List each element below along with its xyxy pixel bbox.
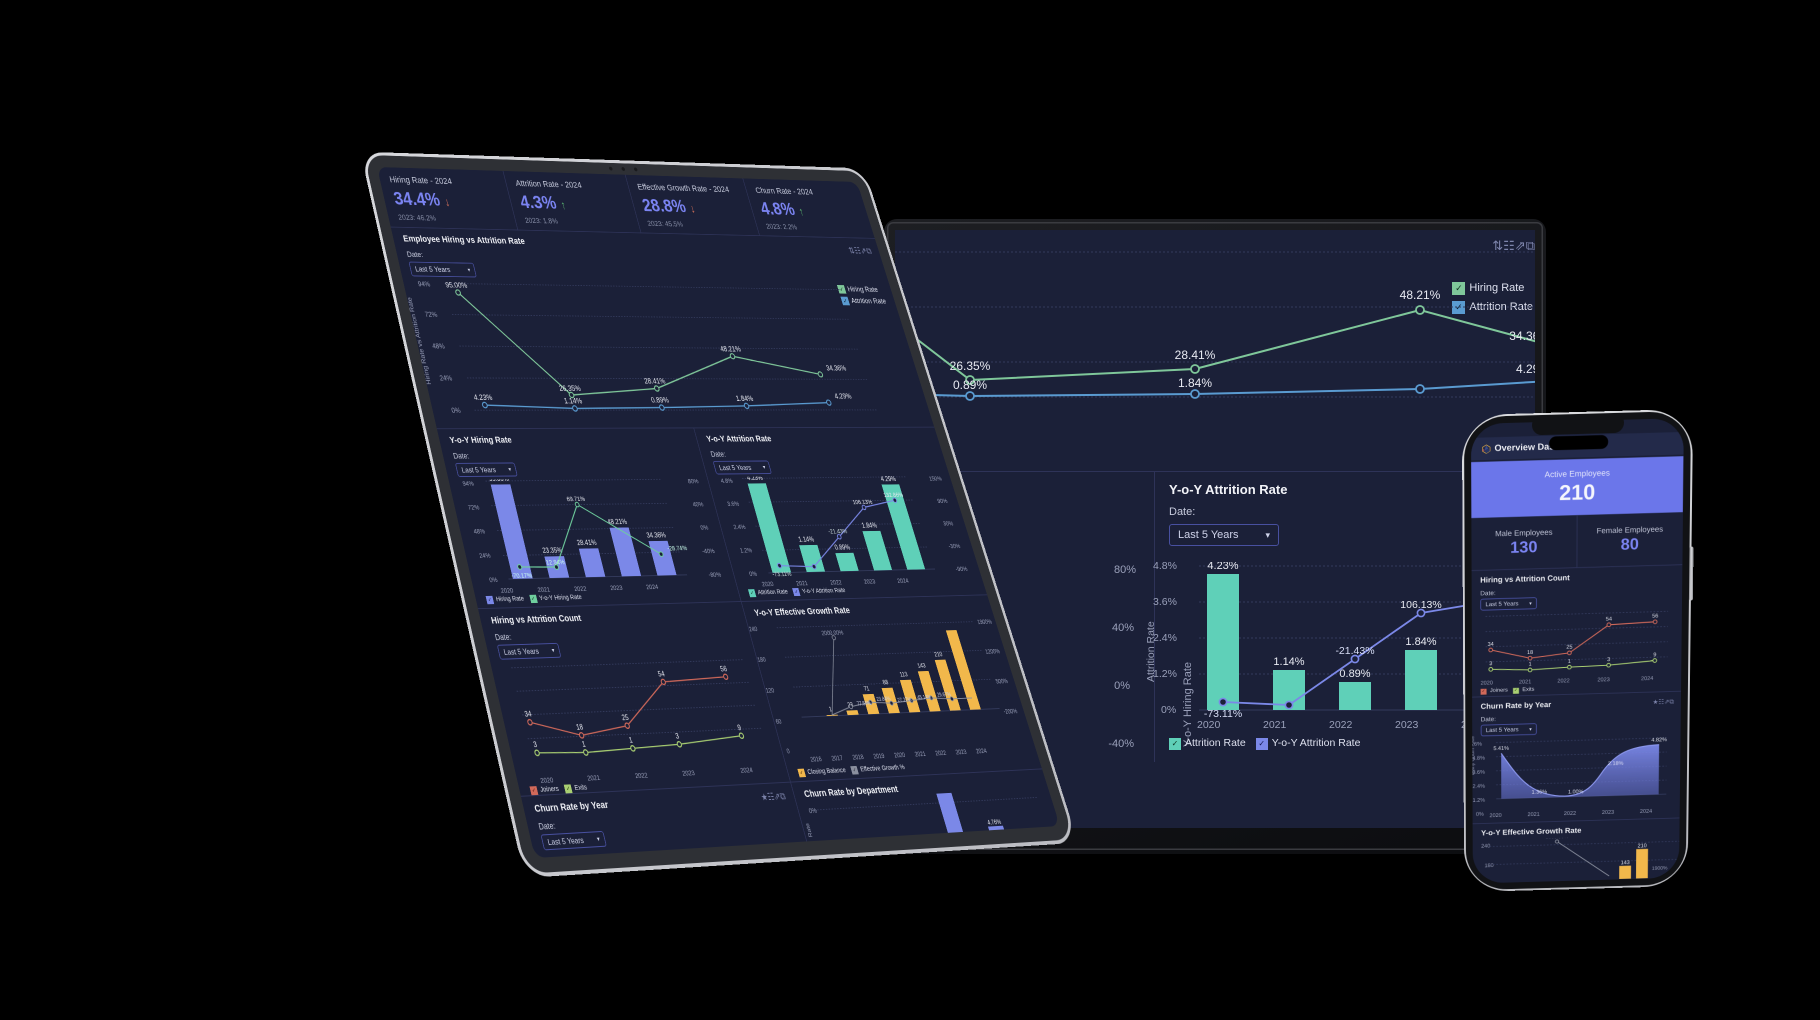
svg-text:0.89%: 0.89% xyxy=(834,545,852,552)
svg-text:-21.43%: -21.43% xyxy=(828,529,849,536)
svg-text:-70.17%: -70.17% xyxy=(511,573,533,581)
svg-text:25: 25 xyxy=(621,715,630,723)
svg-text:1: 1 xyxy=(629,738,635,746)
svg-text:1.14%: 1.14% xyxy=(563,398,583,406)
svg-text:69.71%: 69.71% xyxy=(566,496,586,503)
svg-text:-28.74%: -28.74% xyxy=(667,545,688,552)
svg-text:48.21%: 48.21% xyxy=(720,346,742,354)
svg-text:-21.43%: -21.43% xyxy=(1335,645,1374,657)
svg-text:210: 210 xyxy=(1638,843,1647,849)
svg-text:1.14%: 1.14% xyxy=(798,537,816,544)
svg-text:88: 88 xyxy=(882,679,889,686)
svg-text:1.14%: 1.14% xyxy=(1273,656,1304,668)
svg-text:2.18%: 2.18% xyxy=(1608,761,1624,767)
svg-text:27.27%: 27.27% xyxy=(897,697,913,704)
svg-text:9: 9 xyxy=(737,725,743,733)
svg-text:77.50%: 77.50% xyxy=(856,700,872,707)
svg-text:143: 143 xyxy=(917,663,927,670)
svg-text:4.29%: 4.29% xyxy=(1516,362,1535,376)
svg-text:4.23%: 4.23% xyxy=(1207,562,1238,572)
svg-text:4.82%: 4.82% xyxy=(1651,737,1667,743)
svg-text:56: 56 xyxy=(720,666,729,673)
svg-text:3: 3 xyxy=(1489,661,1492,667)
svg-text:25: 25 xyxy=(1566,645,1572,651)
svg-text:0.89%: 0.89% xyxy=(650,397,669,405)
svg-text:28.41%: 28.41% xyxy=(576,540,598,547)
svg-text:71: 71 xyxy=(863,686,870,693)
svg-text:12.94%: 12.94% xyxy=(545,559,565,566)
svg-text:4.23%: 4.23% xyxy=(746,475,764,482)
svg-text:29.67%: 29.67% xyxy=(936,691,951,697)
svg-text:54: 54 xyxy=(1606,617,1612,623)
svg-text:18: 18 xyxy=(1527,650,1533,656)
svg-text:45.14%: 45.14% xyxy=(917,694,932,700)
svg-text:1.84%: 1.84% xyxy=(735,396,754,404)
svg-text:4.29%: 4.29% xyxy=(880,477,897,484)
svg-text:3: 3 xyxy=(675,734,681,742)
svg-text:95.00%: 95.00% xyxy=(445,282,468,290)
svg-text:1.84%: 1.84% xyxy=(861,523,879,530)
svg-text:5.41%: 5.41% xyxy=(1493,746,1509,752)
svg-text:143: 143 xyxy=(1621,860,1630,866)
svg-text:34.36%: 34.36% xyxy=(1509,329,1535,343)
svg-text:48.21%: 48.21% xyxy=(1400,288,1441,302)
svg-text:54: 54 xyxy=(657,671,666,679)
svg-text:1.36%: 1.36% xyxy=(1532,790,1548,796)
svg-text:28.41%: 28.41% xyxy=(1175,348,1216,362)
svg-text:9: 9 xyxy=(1653,652,1656,658)
svg-text:1.00%: 1.00% xyxy=(1568,789,1584,795)
svg-text:2000.00%: 2000.00% xyxy=(1546,835,1569,841)
svg-text:106.13%: 106.13% xyxy=(852,499,874,506)
svg-text:3: 3 xyxy=(533,742,539,750)
svg-text:-73.11%: -73.11% xyxy=(772,571,793,578)
svg-text:34.36%: 34.36% xyxy=(646,533,667,540)
svg-text:1: 1 xyxy=(1529,662,1532,668)
svg-text:0.89%: 0.89% xyxy=(1339,668,1370,680)
svg-text:34: 34 xyxy=(1488,642,1494,648)
svg-text:18: 18 xyxy=(576,724,585,732)
svg-text:106.13%: 106.13% xyxy=(1400,599,1441,611)
svg-text:26.35%: 26.35% xyxy=(558,385,581,393)
svg-text:56: 56 xyxy=(1652,614,1658,620)
svg-text:4.23%: 4.23% xyxy=(473,394,493,402)
svg-text:95.00%: 95.00% xyxy=(488,477,510,483)
svg-text:34.36%: 34.36% xyxy=(825,365,847,373)
svg-text:1.84%: 1.84% xyxy=(1405,636,1436,648)
svg-text:1: 1 xyxy=(581,742,587,750)
svg-text:34: 34 xyxy=(524,711,533,719)
svg-text:4.29%: 4.29% xyxy=(834,393,853,400)
svg-text:6.06%: 6.06% xyxy=(935,786,951,794)
svg-text:4.76%: 4.76% xyxy=(987,819,1003,827)
svg-text:132.86%: 132.86% xyxy=(883,492,904,499)
svg-text:3: 3 xyxy=(1607,657,1610,663)
svg-text:23.84%: 23.84% xyxy=(876,696,892,703)
svg-text:1900%: 1900% xyxy=(1652,866,1668,872)
svg-text:113: 113 xyxy=(899,672,909,679)
svg-text:1: 1 xyxy=(1568,659,1571,665)
svg-text:210: 210 xyxy=(934,651,944,658)
svg-text:48.21%: 48.21% xyxy=(607,519,629,526)
svg-text:1.84%: 1.84% xyxy=(1178,376,1212,390)
svg-text:28.41%: 28.41% xyxy=(644,378,667,386)
